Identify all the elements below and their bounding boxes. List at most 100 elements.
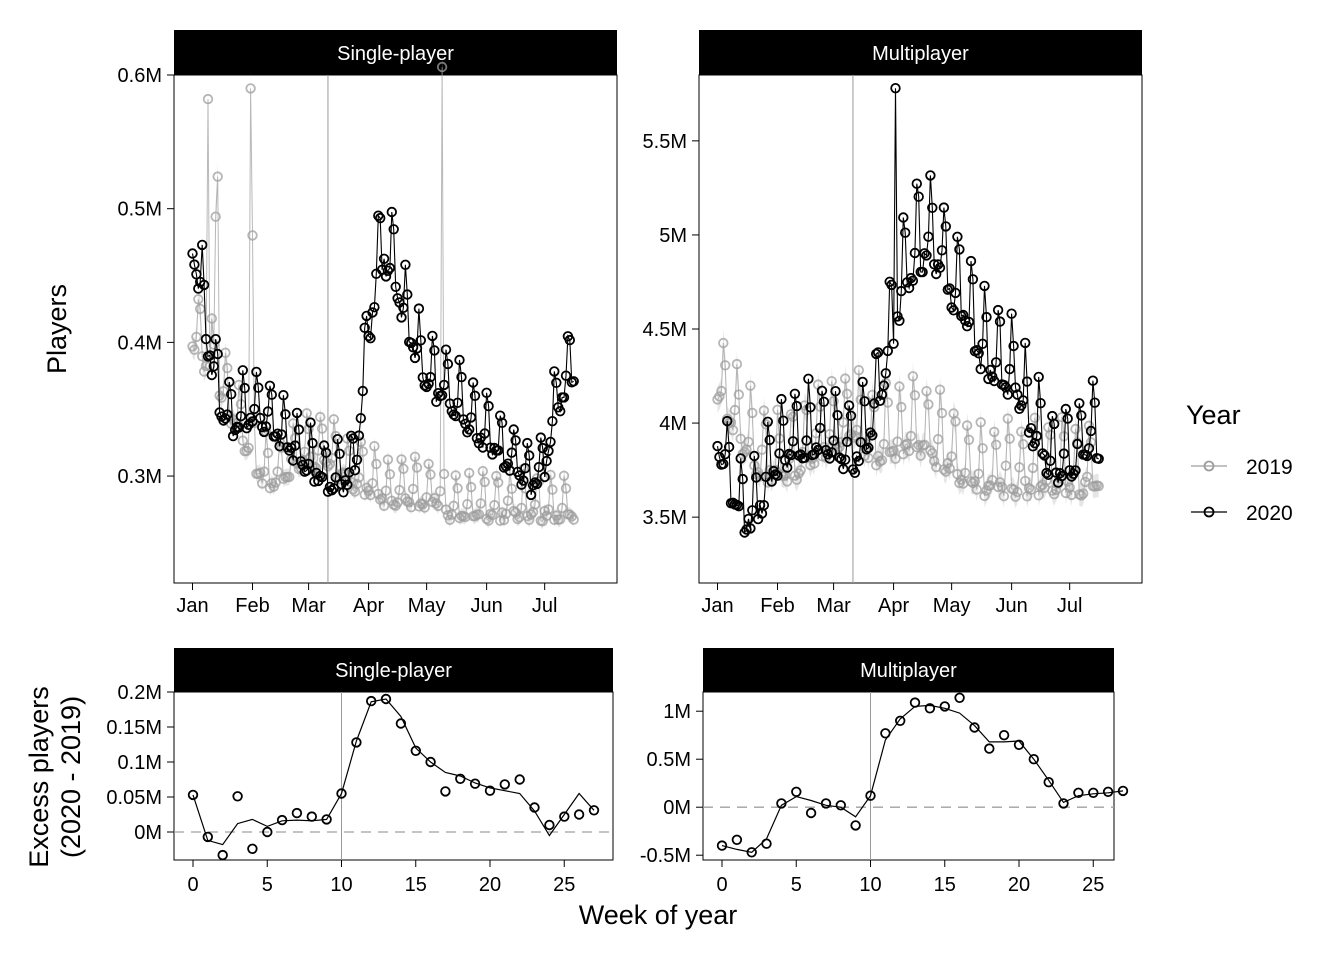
point-2019 — [743, 436, 754, 448]
point-2019 — [452, 483, 463, 494]
point-2020 — [907, 275, 919, 286]
point-2019 — [493, 477, 504, 488]
point-2020 — [840, 454, 851, 465]
legend-label-2020: 2020 — [1246, 502, 1293, 525]
excess-point — [588, 805, 600, 816]
point-2020 — [861, 444, 872, 455]
excess-point — [380, 693, 392, 705]
point-2020 — [838, 463, 849, 475]
excess-point — [410, 745, 422, 757]
excess-point — [455, 773, 466, 785]
point-2020 — [318, 440, 330, 451]
x-tick-label: 15 — [405, 874, 427, 896]
excess-point — [1058, 798, 1069, 809]
smooth-line — [721, 704, 1124, 853]
point-2020 — [1004, 363, 1015, 375]
x-tick-label: Feb — [760, 595, 794, 617]
point-2020 — [200, 333, 212, 345]
point-2020 — [934, 262, 946, 273]
point-2020 — [789, 388, 801, 400]
point-2019 — [384, 469, 396, 480]
point-2019 — [477, 466, 489, 477]
point-2019 — [547, 484, 558, 495]
point-2019 — [284, 471, 295, 483]
point-2019 — [919, 439, 930, 451]
point-2020 — [811, 442, 822, 453]
point-2019 — [905, 430, 917, 442]
point-2020 — [723, 441, 735, 453]
point-2020 — [342, 479, 353, 491]
point-2020 — [1002, 389, 1014, 400]
y-tick-label: 0.6M — [118, 65, 162, 87]
y-tick-label: 0.5M — [118, 199, 162, 221]
point-2019 — [525, 509, 537, 520]
point-2019 — [431, 498, 442, 509]
point-2020 — [882, 345, 894, 357]
x-tick-label: Feb — [235, 595, 269, 617]
point-2020 — [764, 434, 775, 446]
point-2019 — [915, 450, 926, 461]
y-tick-label: 4M — [659, 413, 687, 435]
point-2019 — [718, 337, 729, 349]
point-2019 — [979, 490, 990, 502]
point-2019 — [745, 380, 756, 391]
point-2020 — [718, 458, 729, 470]
excess-point — [514, 774, 525, 785]
point-2019 — [996, 481, 1008, 493]
point-2019 — [210, 211, 221, 222]
point-2020 — [369, 302, 380, 313]
point-2019 — [392, 497, 403, 508]
point-2020 — [415, 335, 427, 346]
point-2020 — [373, 210, 384, 221]
point-2019 — [247, 230, 258, 241]
point-2019 — [785, 409, 797, 420]
strip-label: Single-player — [335, 660, 452, 682]
point-2019 — [316, 423, 328, 434]
x-tick-label: Jun — [470, 595, 502, 617]
excess-point — [351, 737, 362, 748]
point-2020 — [845, 410, 857, 422]
point-2020 — [442, 358, 454, 370]
point-2020 — [830, 386, 841, 397]
point-2019 — [305, 451, 316, 462]
excess-point — [395, 718, 407, 729]
point-2019 — [465, 481, 477, 493]
excess-point — [187, 789, 199, 801]
point-2019 — [191, 331, 202, 343]
point-2019 — [322, 461, 334, 472]
point-2020 — [380, 271, 392, 282]
point-2019 — [901, 438, 913, 450]
point-2020 — [871, 348, 882, 360]
point-2019 — [913, 439, 924, 451]
point-2019 — [380, 485, 392, 496]
point-2020 — [975, 363, 986, 375]
point-2019 — [411, 462, 423, 473]
bottom-y-axis-title-line1: Excess players — [24, 686, 54, 868]
point-2020 — [782, 462, 793, 473]
point-2020 — [276, 429, 287, 440]
point-2019 — [714, 391, 725, 402]
point-2019 — [840, 373, 851, 384]
point-2019 — [961, 420, 973, 431]
point-2019 — [272, 466, 283, 477]
point-2020 — [925, 170, 936, 181]
point-2020 — [737, 473, 748, 485]
point-2020 — [905, 272, 917, 284]
point-2019 — [1041, 475, 1052, 486]
point-2020 — [545, 436, 556, 448]
point-2020 — [436, 390, 448, 401]
point-2019 — [315, 411, 326, 423]
point-2019 — [262, 447, 274, 459]
x-tick-label: May — [408, 595, 446, 617]
point-2019 — [1012, 486, 1023, 498]
point-2019 — [936, 407, 948, 419]
point-2020 — [440, 344, 452, 355]
point-2020 — [464, 424, 475, 435]
point-2019 — [934, 384, 946, 395]
point-2020 — [1083, 443, 1095, 454]
point-2020 — [958, 309, 969, 321]
point-2019 — [944, 463, 955, 474]
point-2019 — [556, 502, 568, 514]
excess-point — [746, 847, 757, 858]
point-2020 — [493, 445, 504, 456]
